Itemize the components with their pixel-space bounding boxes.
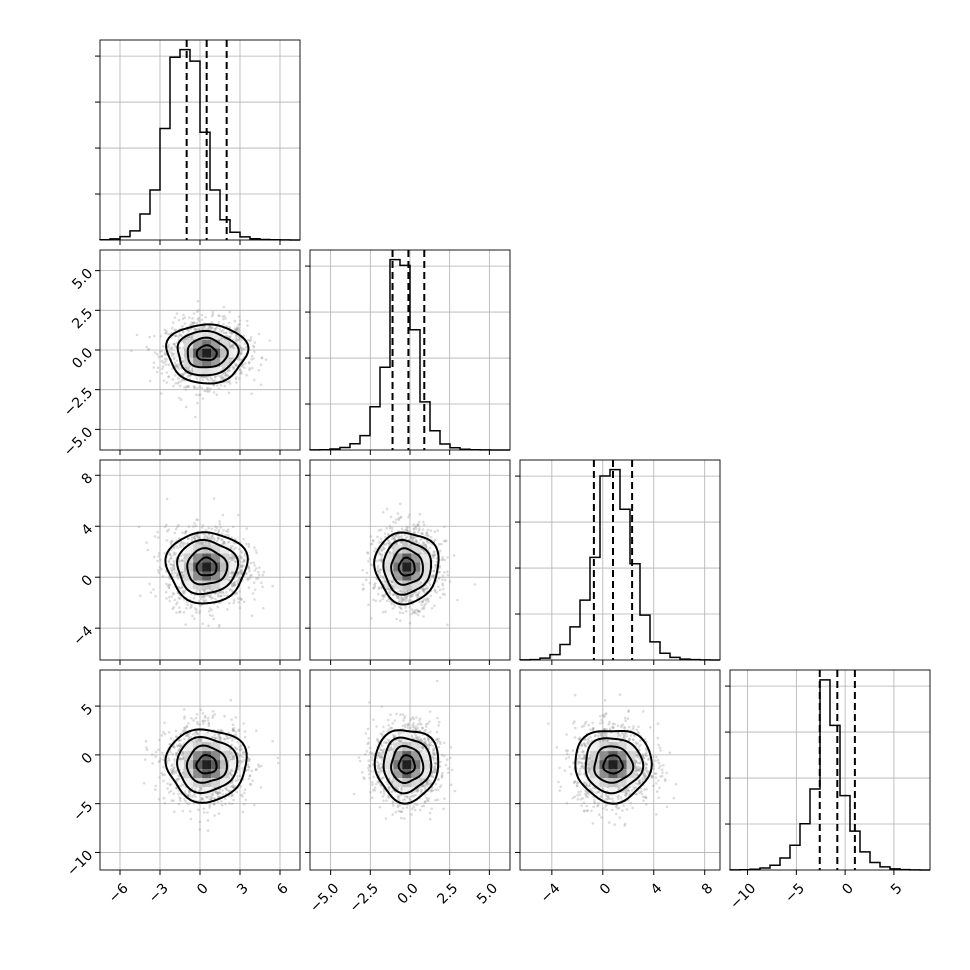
x-tick-label: 4	[648, 880, 666, 898]
contour-level-3	[382, 538, 433, 596]
contour-level-1	[195, 753, 218, 775]
histogram-panel-0	[95, 39, 301, 245]
y-tick-label: 8	[79, 470, 97, 488]
y-tick-label: −5.0	[61, 424, 96, 459]
y-tick-label: −4	[70, 623, 96, 649]
histogram-step-line	[99, 48, 300, 241]
x-tick-label: 0	[597, 880, 615, 898]
panel-frame	[519, 669, 721, 871]
contour-level-4	[574, 730, 653, 805]
x-tick-label: 0	[194, 880, 212, 898]
y-tick-label: 5	[79, 701, 97, 719]
x-tick-label: 5.0	[474, 880, 501, 907]
y-tick-label: 2.5	[69, 305, 96, 332]
y-tick-label: −2.5	[61, 385, 96, 420]
histogram-step-line	[729, 679, 930, 871]
histogram-step-line	[519, 468, 720, 661]
density-panel-2-3	[515, 669, 721, 875]
contour-level-2	[390, 547, 424, 586]
y-tick-label: 0	[79, 572, 97, 590]
contour-level-3	[176, 735, 239, 795]
y-tick-label: 5.0	[69, 266, 96, 293]
density-cells	[175, 544, 239, 590]
contour-level-3	[176, 329, 240, 377]
panel-frame	[309, 249, 511, 451]
contour-level-2	[593, 745, 635, 784]
contour-level-1	[397, 556, 416, 577]
contour-level-1	[195, 344, 218, 362]
contour-level-4	[373, 531, 440, 606]
y-tick-label: −5	[70, 799, 96, 825]
contour-level-3	[584, 737, 645, 795]
panel-frame	[519, 459, 721, 661]
grid-lines	[310, 250, 510, 450]
panel-frame	[99, 249, 301, 451]
y-tick-label: −10	[64, 847, 96, 879]
contour-level-2	[186, 336, 229, 369]
y-tick-label: 0	[79, 750, 97, 768]
contour-level-2	[185, 744, 229, 784]
x-tick-label: −10	[727, 880, 759, 912]
panel-frame	[309, 669, 511, 871]
density-panel-1-2	[305, 459, 511, 665]
panel-frame	[99, 669, 301, 871]
contour-level-3	[382, 736, 433, 795]
y-tick-label: 4	[79, 521, 97, 539]
x-tick-label: −2.5	[347, 880, 382, 915]
x-tick-label: 5	[888, 880, 906, 898]
contour-level-3	[176, 538, 240, 596]
histogram-panel-3	[725, 669, 931, 875]
density-panel-0-2	[95, 459, 301, 665]
panel-frame	[99, 459, 301, 661]
density-panel-0-3	[95, 669, 301, 875]
x-tick-label: 6	[274, 880, 292, 898]
contour-level-1	[397, 754, 416, 775]
histogram-panel-2	[515, 459, 721, 665]
contour-level-4	[165, 323, 250, 385]
density-cells	[175, 733, 239, 797]
x-tick-label: 0.0	[395, 880, 422, 907]
grid-lines	[520, 460, 720, 660]
contour-level-1	[195, 556, 218, 577]
contour-level-2	[390, 744, 425, 784]
histogram-step-line	[309, 258, 510, 451]
contour-level-4	[164, 728, 248, 804]
x-tick-label: −4	[538, 880, 564, 906]
panel-frame	[729, 669, 931, 871]
y-tick-label: 0.0	[69, 345, 96, 372]
density-panel-0-1	[95, 249, 301, 455]
x-tick-label: 8	[699, 880, 717, 898]
x-tick-label: −5.0	[307, 880, 342, 915]
x-tick-label: 3	[234, 880, 252, 898]
x-tick-label: −5	[782, 880, 808, 906]
density-panel-1-3	[305, 669, 511, 875]
panel-frame	[309, 459, 511, 661]
histogram-panel-1	[305, 249, 511, 455]
contour-level-1	[602, 754, 624, 775]
contour-level-2	[186, 547, 229, 586]
x-tick-label: 2.5	[434, 880, 461, 907]
contour-level-4	[373, 729, 440, 805]
x-tick-label: −3	[146, 880, 172, 906]
x-tick-label: 0	[839, 880, 857, 898]
contour-level-4	[164, 531, 249, 605]
panel-frame	[99, 39, 301, 241]
x-tick-label: −6	[106, 880, 132, 906]
